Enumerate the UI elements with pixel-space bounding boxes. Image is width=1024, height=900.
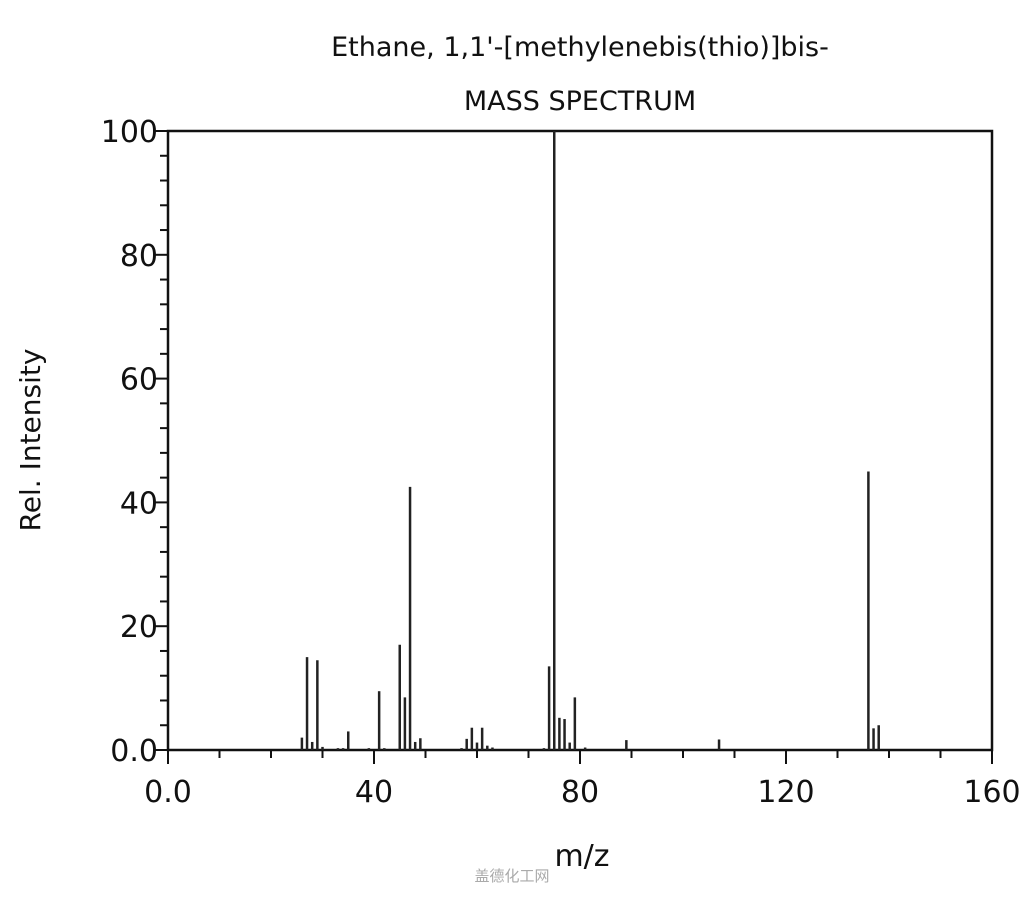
x-axis-label: m/z xyxy=(554,839,609,874)
chart-title: Ethane, 1,1'-[methylenebis(thio)]bis- xyxy=(331,32,829,63)
y-tick-label: 20 xyxy=(120,610,158,645)
watermark: 盖德化工网 xyxy=(474,867,549,885)
y-axis-label: Rel. Intensity xyxy=(14,349,47,532)
y-tick-label: 0.0 xyxy=(110,734,158,769)
x-tick-label: 160 xyxy=(963,775,1020,810)
y-tick-label: 40 xyxy=(120,486,158,521)
x-tick-label: 80 xyxy=(561,775,599,810)
x-tick-label: 40 xyxy=(355,775,393,810)
x-tick-label: 120 xyxy=(757,775,814,810)
y-tick-label: 80 xyxy=(120,239,158,274)
chart-subtitle: MASS SPECTRUM xyxy=(464,86,696,117)
y-tick-label: 100 xyxy=(101,115,158,150)
x-tick-label: 0.0 xyxy=(144,775,192,810)
y-tick-label: 60 xyxy=(120,363,158,398)
